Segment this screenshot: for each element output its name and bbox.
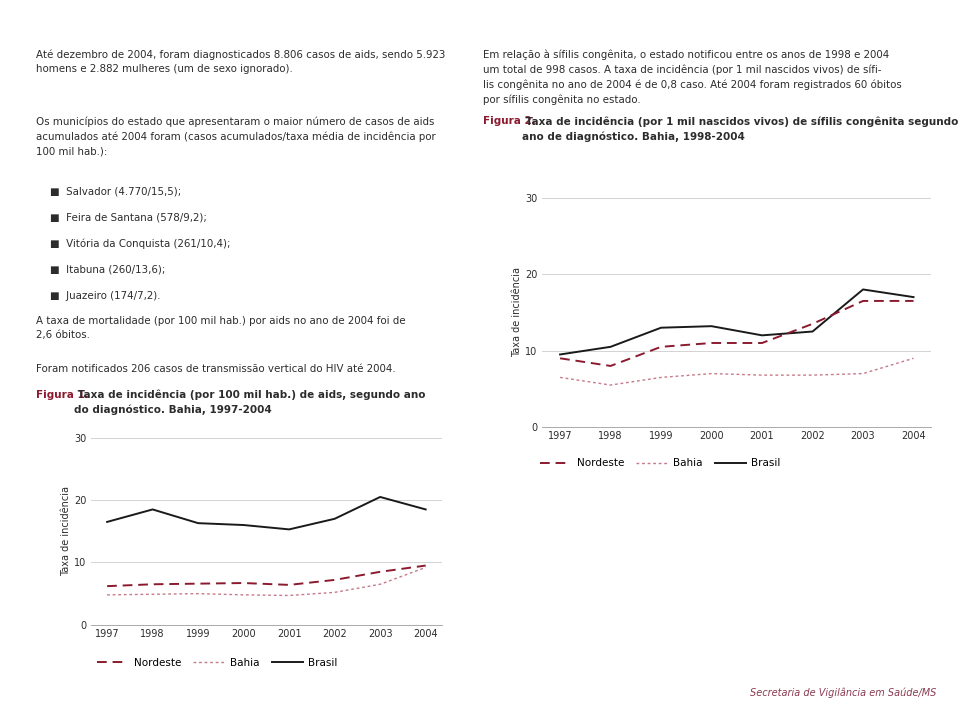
Text: ■  Feira de Santana (578/9,2);: ■ Feira de Santana (578/9,2); (50, 212, 206, 222)
Text: ■  Vitória da Conquista (261/10,4);: ■ Vitória da Conquista (261/10,4); (50, 238, 230, 249)
Legend: Nordeste, Bahia, Brasil: Nordeste, Bahia, Brasil (93, 654, 342, 672)
Text: ■  Juazeiro (174/7,2).: ■ Juazeiro (174/7,2). (50, 290, 160, 301)
Text: Os municípios do estado que apresentaram o maior número de casos de aids
acumula: Os municípios do estado que apresentaram… (36, 116, 436, 157)
Text: A taxa de mortalidade (por 100 mil hab.) por aids no ano de 2004 foi de
2,6 óbit: A taxa de mortalidade (por 100 mil hab.)… (36, 316, 406, 340)
Legend: Nordeste, Bahia, Brasil: Nordeste, Bahia, Brasil (536, 454, 785, 472)
Text: ■  Itabuna (260/13,6);: ■ Itabuna (260/13,6); (50, 264, 165, 275)
Text: Doenças sexualmente transmissíveis / Aids: Doenças sexualmente transmissíveis / Aid… (17, 11, 540, 32)
Text: 8: 8 (7, 285, 14, 295)
Y-axis label: Taxa de incidência: Taxa de incidência (513, 268, 522, 357)
Text: Em relação à sífilis congênita, o estado notificou entre os anos de 1998 e 2004
: Em relação à sífilis congênita, o estado… (483, 49, 901, 105)
Text: Taxa de incidência (por 1 mil nascidos vivos) de sífilis congênita segundo
ano d: Taxa de incidência (por 1 mil nascidos v… (521, 116, 958, 142)
Text: Figura 2.: Figura 2. (483, 116, 536, 126)
Text: Foram notificados 206 casos de transmissão vertical do HIV até 2004.: Foram notificados 206 casos de transmiss… (36, 364, 396, 373)
Y-axis label: Taxa de incidência: Taxa de incidência (61, 486, 71, 576)
Text: Até dezembro de 2004, foram diagnosticados 8.806 casos de aids, sendo 5.923
home: Até dezembro de 2004, foram diagnosticad… (36, 49, 445, 74)
Text: ■  Salvador (4.770/15,5);: ■ Salvador (4.770/15,5); (50, 186, 181, 196)
Text: Secretaria de Vigilância em Saúde/MS: Secretaria de Vigilância em Saúde/MS (750, 688, 936, 698)
Text: Taxa de incidência (por 100 mil hab.) de aids, segundo ano
do diagnóstico. Bahia: Taxa de incidência (por 100 mil hab.) de… (75, 390, 426, 415)
Text: Figura 1.: Figura 1. (36, 390, 89, 400)
